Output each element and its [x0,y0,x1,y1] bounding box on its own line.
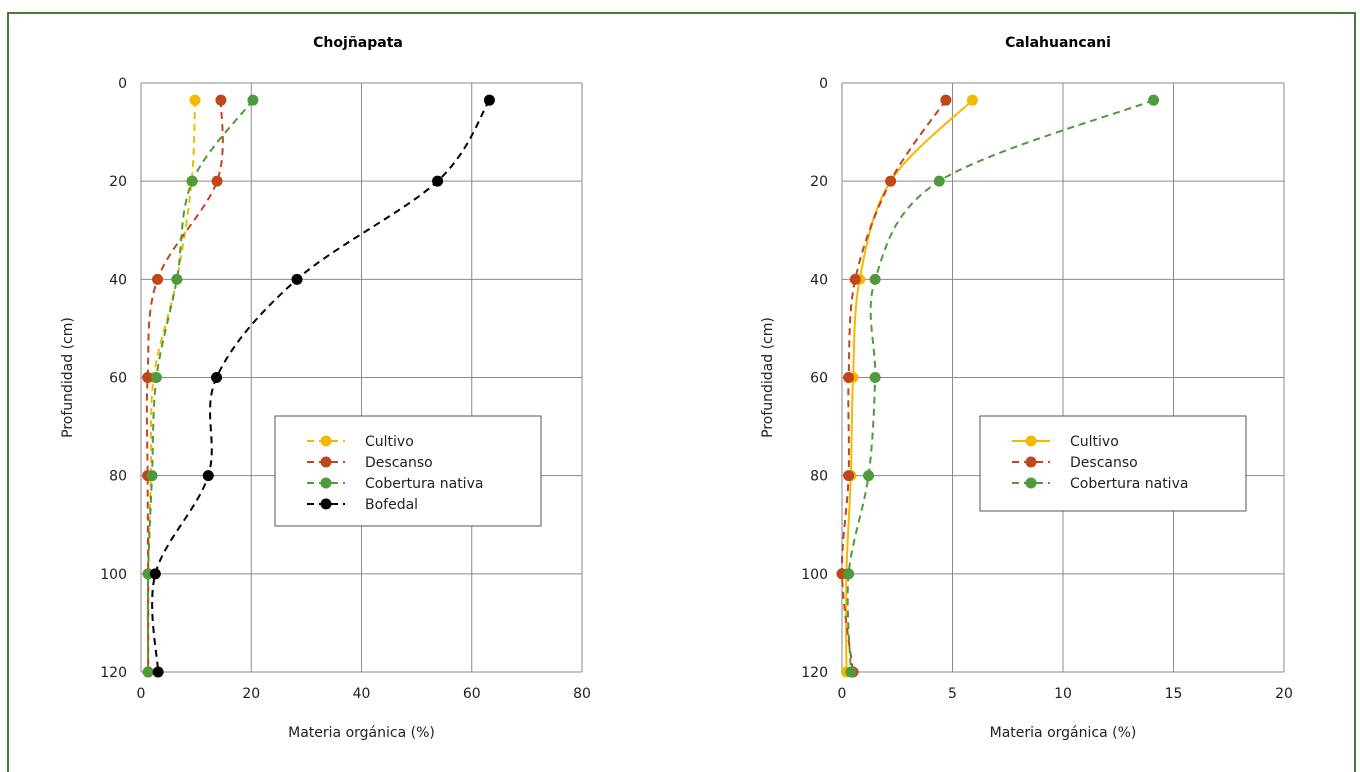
data-point [211,372,223,383]
legend-marker [1025,477,1037,489]
data-point [843,568,855,580]
data-point [202,470,214,482]
data-point [152,273,164,285]
data-point [215,94,227,106]
figure-frame [7,12,1356,772]
chart-title: Calahuancani [1005,35,1111,51]
legend-label: Cultivo [365,434,414,450]
legend-label: Cultivo [1070,434,1119,450]
x-tick-label: 0 [838,686,847,702]
data-point [1148,94,1160,106]
y-axis-label: Profundidad (cm) [760,317,776,438]
y-tick-label: 80 [810,469,828,485]
data-point [171,273,183,285]
data-point [933,175,945,187]
series-line-cultivo [845,99,974,673]
data-point [845,666,857,678]
data-point [186,175,198,187]
legend-label: Descanso [1070,455,1138,471]
y-tick-label: 80 [109,469,127,485]
legend-box [274,415,542,527]
legend-marker [1025,435,1037,447]
data-point [869,273,881,285]
y-tick-label: 120 [100,665,127,681]
legend-marker [320,498,332,510]
legend-marker [320,435,332,447]
legend-marker [1025,456,1037,468]
legend: Cultivo Descanso Cobertura nativa [979,415,1247,512]
x-tick-label: 20 [242,686,260,702]
x-tick-label: 60 [463,686,481,702]
y-tick-label: 100 [100,567,127,583]
y-tick-label: 0 [819,76,828,92]
data-point [146,470,158,482]
data-point [149,568,161,580]
legend-label: Descanso [365,455,433,471]
x-tick-label: 0 [137,686,146,702]
data-point [150,372,162,383]
data-point [940,94,952,106]
x-tick-label: 40 [353,686,371,702]
chart-1: Chojñapata 0 20 40 60 80 0 20 40 60 80 100 120 Materi… [60,35,591,741]
data-point [291,273,303,285]
y-tick-label: 60 [109,371,127,387]
series-line-descanso [840,99,947,673]
legend: Cultivo Descanso Cobertura nativa Bofedal [274,415,542,527]
data-point [247,94,259,106]
x-axis-label: Materia orgánica (%) [288,725,435,741]
data-point [843,470,855,482]
x-tick-label: 5 [948,686,957,702]
x-tick-label: 80 [573,686,591,702]
x-axis-label: Materia orgánica (%) [990,725,1137,741]
legend-marker [320,477,332,489]
data-point [432,175,444,187]
series-line-cobertura-nativa [146,99,254,673]
y-axis-label: Profundidad (cm) [60,317,76,438]
series-line-cultivo [146,100,197,673]
data-point [966,94,978,106]
data-point [142,666,154,678]
data-point [152,666,164,678]
data-point [189,94,201,106]
legend-label: Cobertura nativa [365,476,483,492]
series-line-cobertura-nativa [846,99,1154,673]
legend-marker [320,456,332,468]
x-tick-label: 15 [1165,686,1183,702]
data-point [483,94,495,106]
x-tick-label: 10 [1054,686,1072,702]
data-point [863,470,875,482]
legend-box [979,415,1247,512]
y-tick-label: 100 [801,567,828,583]
legend-label: Bofedal [365,497,418,513]
data-point [843,372,855,383]
data-point [885,175,897,187]
y-tick-label: 120 [801,665,828,681]
chart-2: Calahuancani 0 5 10 15 20 0 20 40 60 80 100 120 Mater… [760,35,1293,741]
legend-label: Cobertura nativa [1070,476,1188,492]
data-point [869,372,881,383]
data-point [849,273,861,285]
y-tick-label: 40 [810,272,828,288]
x-tick-label: 20 [1275,686,1293,702]
series-line-descanso [145,100,224,673]
y-tick-label: 20 [109,174,127,190]
y-tick-label: 0 [118,76,127,92]
y-tick-label: 40 [109,272,127,288]
y-tick-label: 60 [810,371,828,387]
data-point [142,372,154,383]
chart-title: Chojñapata [313,35,403,51]
data-point [211,175,223,187]
y-tick-label: 20 [810,174,828,190]
